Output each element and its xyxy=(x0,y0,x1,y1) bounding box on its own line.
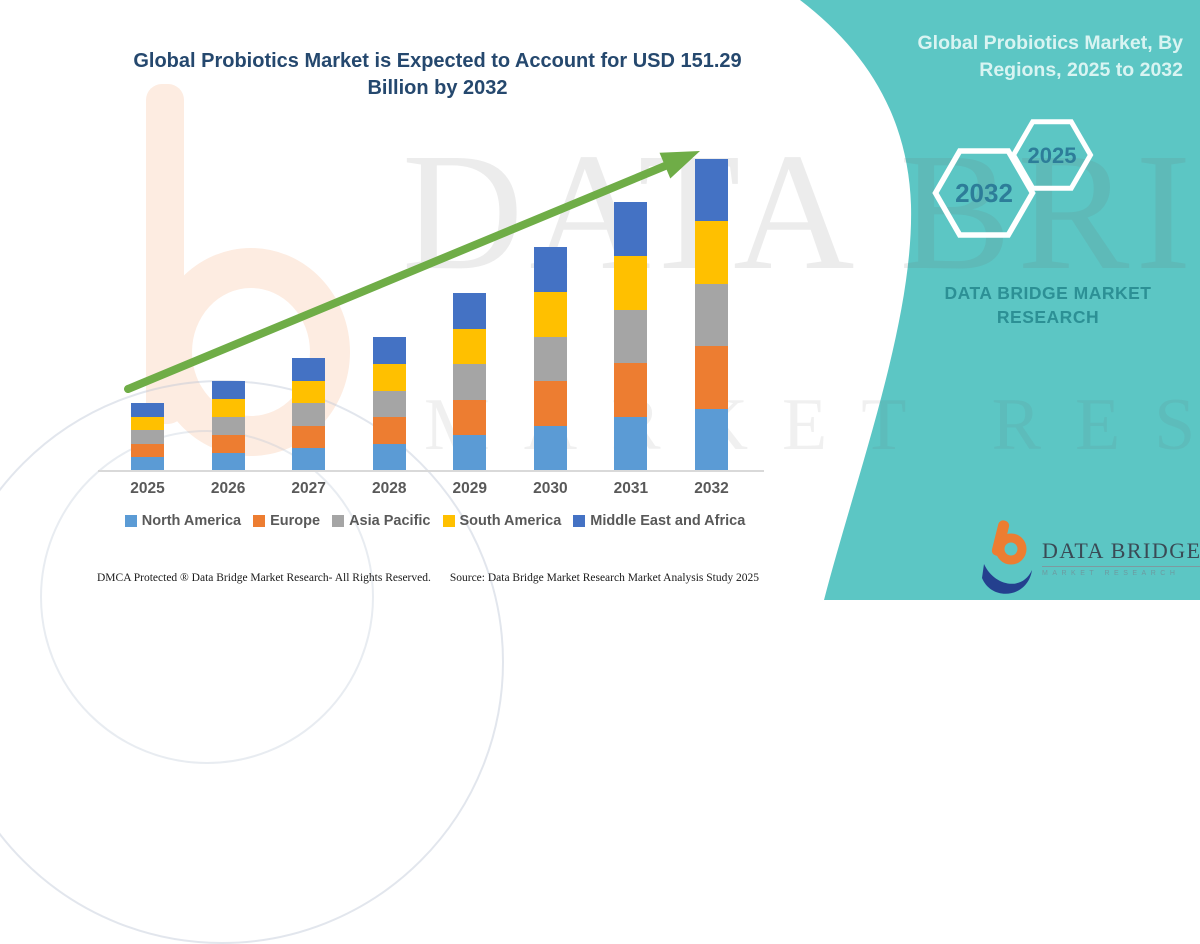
bar-segment-2025-asia-pacific xyxy=(131,430,164,444)
teal-panel-shape xyxy=(800,0,1200,600)
chart-title-line1: Global Probiotics Market is Expected to … xyxy=(133,50,742,72)
x-axis-label-2025: 2025 xyxy=(130,480,165,497)
databridge-logo-text: DATA BRIDGE MARKET RESEARCH xyxy=(1042,538,1200,577)
bar-segment-2029-middle-east-and-africa xyxy=(453,293,487,329)
legend-item-south-america: South America xyxy=(442,513,562,529)
chart-legend: North America Europe Asia Pacific South Ame… xyxy=(95,513,775,529)
bar-2026 xyxy=(211,381,245,471)
footer-dmca-text: DMCA Protected ® Data Bridge Market Rese… xyxy=(97,572,431,584)
hexagon-badges: 2032 2025 xyxy=(932,119,1094,238)
legend-item-north-america: North America xyxy=(124,513,242,529)
bar-segment-2029-europe xyxy=(453,399,487,436)
bar-segment-2025-north-america xyxy=(131,457,164,471)
bar-segment-2027-asia-pacific xyxy=(292,403,326,426)
trend-arrow xyxy=(124,151,700,393)
legend-item-europe: Europe xyxy=(253,513,320,529)
legend-item-asia-pacific: Asia Pacific xyxy=(332,513,431,529)
bar-segment-2029-north-america xyxy=(453,435,487,471)
bar-segment-2032-north-america xyxy=(694,408,728,471)
bar-segment-2028-middle-east-and-africa xyxy=(372,337,406,364)
databridge-logo: DATA BRIDGE MARKET RESEARCH xyxy=(982,516,1200,600)
bar-segment-2027-middle-east-and-africa xyxy=(292,358,326,381)
x-axis-label-2029: 2029 xyxy=(452,480,487,497)
bar-segment-2026-north-america xyxy=(211,453,245,471)
bar-segment-2031-north-america xyxy=(614,417,648,471)
legend-item-middle-east-and-africa: Middle East and Africa xyxy=(573,513,745,529)
legend-swatch-icon xyxy=(332,515,345,527)
bar-segment-2027-europe xyxy=(292,425,326,449)
x-axis-line xyxy=(98,470,764,472)
bar-segment-2031-middle-east-and-africa xyxy=(614,202,648,256)
bar-segment-2027-south-america xyxy=(292,380,326,404)
x-axis-label-2028: 2028 xyxy=(371,480,407,497)
bar-segment-2030-south-america xyxy=(533,291,567,337)
footer-source-text: Source: Data Bridge Market Research Mark… xyxy=(449,572,759,584)
bar-segment-2031-europe xyxy=(614,363,648,418)
bar-segment-2028-north-america xyxy=(372,444,406,471)
bar-segment-2026-europe xyxy=(211,435,245,454)
bar-segment-2028-south-america xyxy=(372,363,406,391)
bar-segment-2032-europe xyxy=(694,346,728,409)
bar-segment-2029-south-america xyxy=(453,328,487,365)
bar-2029 xyxy=(453,293,487,471)
legend-label: Middle East and Africa xyxy=(590,513,746,529)
bar-segment-2025-south-america xyxy=(131,416,164,431)
bar-2025 xyxy=(131,402,164,471)
bar-segment-2030-north-america xyxy=(533,426,567,471)
x-axis-label-2031: 2031 xyxy=(613,480,649,497)
legend-swatch-icon xyxy=(124,515,137,527)
bar-segment-2026-south-america xyxy=(211,399,245,418)
hexagon-2032 xyxy=(932,148,1036,238)
databridge-logo-icon xyxy=(982,520,1032,594)
logo-rule xyxy=(1042,566,1200,567)
legend-label: South America xyxy=(459,513,562,529)
bar-2028 xyxy=(372,337,406,471)
hexagon-2025-label: 2025 xyxy=(1028,143,1077,168)
bar-2027 xyxy=(292,358,326,471)
bar-segment-2025-middle-east-and-africa xyxy=(131,402,164,417)
bar-2031 xyxy=(614,202,648,471)
chart-title: Global Probiotics Market is Expected to … xyxy=(95,48,780,102)
x-axis-labels: 2025 2026 2027 2028 2029 2030 2031 2032 xyxy=(130,480,729,498)
bar-segment-2026-middle-east-and-africa xyxy=(211,381,245,400)
logo-name: DATA BRIDGE xyxy=(1042,538,1200,563)
footer: DMCA Protected ® Data Bridge Market Rese… xyxy=(97,572,759,584)
bar-segment-2028-asia-pacific xyxy=(372,390,406,418)
bar-segment-2030-europe xyxy=(533,381,567,427)
legend-label: Europe xyxy=(270,513,321,529)
legend-swatch-icon xyxy=(253,515,266,527)
bar-segment-2032-south-america xyxy=(694,221,728,284)
bar-segment-2027-north-america xyxy=(292,448,326,471)
logo-subtext: MARKET RESEARCH xyxy=(1042,570,1180,577)
stacked-bar-plot xyxy=(131,151,728,471)
teal-side-panel xyxy=(800,0,1200,600)
bar-segment-2029-asia-pacific xyxy=(453,364,487,400)
bar-segment-2025-europe xyxy=(131,443,164,458)
sidebar-title: Global Probiotics Market, By Regions, 20… xyxy=(917,32,1183,81)
legend-label: North America xyxy=(141,513,242,529)
bar-2030 xyxy=(533,247,567,471)
bar-segment-2031-asia-pacific xyxy=(614,309,648,364)
bar-segment-2030-asia-pacific xyxy=(533,336,567,382)
hexagon-2032-label: 2032 xyxy=(955,178,1013,208)
bar-segment-2031-south-america xyxy=(614,255,648,310)
x-axis-label-2032: 2032 xyxy=(694,480,729,497)
chart-title-line2: Billion by 2032 xyxy=(367,77,508,99)
legend-swatch-icon xyxy=(442,515,455,527)
x-axis-label-2027: 2027 xyxy=(291,480,326,497)
hexagon-2025 xyxy=(1010,119,1094,191)
x-axis-label-2026: 2026 xyxy=(210,480,246,497)
trend-arrow-head xyxy=(659,151,700,179)
bar-segment-2032-middle-east-and-africa xyxy=(694,159,728,222)
bar-2032 xyxy=(694,159,728,471)
legend-swatch-icon xyxy=(573,515,586,527)
bar-segment-2030-middle-east-and-africa xyxy=(533,247,567,292)
bar-segment-2026-asia-pacific xyxy=(211,417,245,436)
x-axis-label-2030: 2030 xyxy=(533,480,568,497)
bar-segment-2032-asia-pacific xyxy=(694,283,728,347)
sidebar-brand-text: DATA BRIDGE MARKET RESEARCH xyxy=(944,283,1152,327)
legend-label: Asia Pacific xyxy=(349,513,431,529)
bar-segment-2028-europe xyxy=(372,417,406,445)
